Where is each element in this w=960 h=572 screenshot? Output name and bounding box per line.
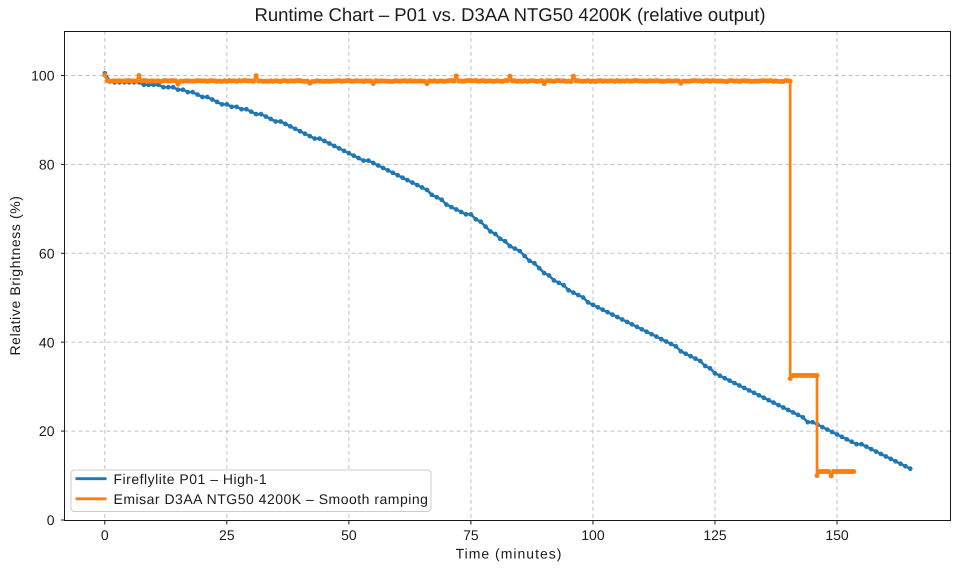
svg-text:Time (minutes): Time (minutes) [456, 546, 563, 562]
svg-text:50: 50 [341, 527, 357, 543]
svg-text:Emisar D3AA NTG50 4200K – Smoo: Emisar D3AA NTG50 4200K – Smooth ramping [114, 491, 429, 507]
svg-text:60: 60 [39, 245, 55, 261]
svg-text:Relative Brightness (%): Relative Brightness (%) [7, 195, 23, 355]
svg-text:100: 100 [581, 527, 605, 543]
svg-text:20: 20 [39, 423, 55, 439]
svg-text:25: 25 [219, 527, 235, 543]
svg-text:80: 80 [39, 156, 55, 172]
svg-text:75: 75 [463, 527, 479, 543]
svg-text:Runtime Chart – P01 vs. D3AA N: Runtime Chart – P01 vs. D3AA NTG50 4200K… [254, 4, 765, 25]
svg-text:40: 40 [39, 334, 55, 350]
svg-text:0: 0 [101, 527, 109, 543]
svg-text:100: 100 [31, 68, 55, 84]
svg-text:150: 150 [825, 527, 849, 543]
svg-text:0: 0 [47, 512, 55, 528]
svg-text:Fireflylite P01 – High-1: Fireflylite P01 – High-1 [114, 471, 268, 487]
svg-text:125: 125 [703, 527, 727, 543]
